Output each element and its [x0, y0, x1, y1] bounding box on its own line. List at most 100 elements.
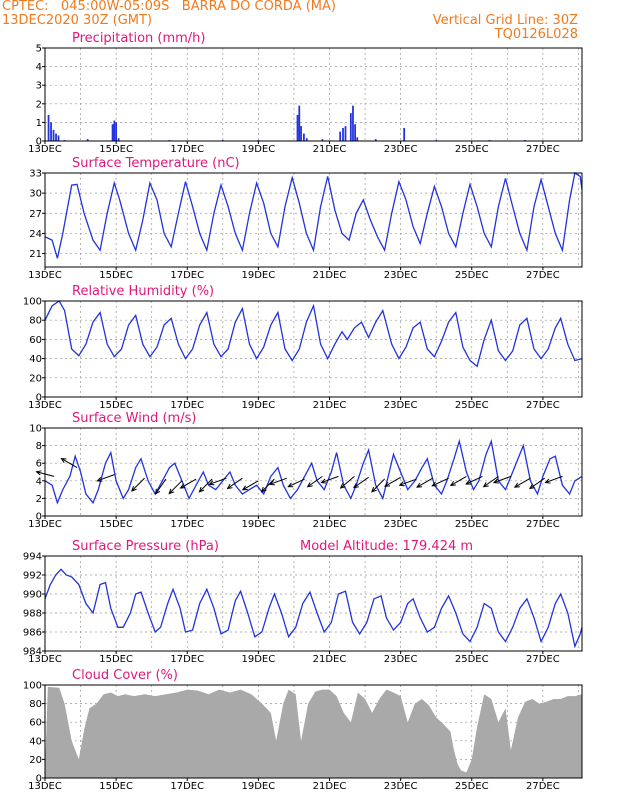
precip-bar — [321, 139, 324, 141]
y-tick-label: 10 — [29, 424, 42, 435]
plot-frame — [44, 47, 583, 142]
x-tick-label: 23DEC — [384, 144, 418, 155]
x-tick-label: 21DEC — [313, 400, 347, 411]
wind-arrow — [321, 475, 339, 484]
panel-title: Surface Wind (m/s) — [72, 411, 196, 426]
precip-bar — [344, 126, 347, 141]
precip-bar — [86, 139, 89, 141]
y-tick-label: 4 — [36, 62, 42, 73]
y-tick-label: 20 — [29, 373, 42, 384]
y-tick-label: 80 — [29, 699, 42, 710]
x-tick-label: 25DEC — [455, 144, 489, 155]
x-tick-label: 13DEC — [28, 144, 62, 155]
chart-panel-5 — [42, 684, 583, 781]
x-tick-label: 27DEC — [526, 519, 560, 530]
y-tick-label: 8 — [36, 441, 42, 452]
y-tick-label: 0 — [36, 393, 42, 404]
y-tick-label: 27 — [29, 209, 42, 220]
header-run-date: 13DEC2020 30Z (GMT) — [2, 13, 153, 28]
precip-bar — [115, 122, 118, 141]
x-tick-label: 15DEC — [99, 519, 133, 530]
x-tick-label: 19DEC — [242, 654, 276, 665]
precip-bar — [303, 133, 305, 141]
x-tick-label: 13DEC — [28, 781, 62, 792]
x-tick-label: 27DEC — [526, 781, 560, 792]
wind-arrow — [288, 478, 305, 488]
x-tick-label: 21DEC — [313, 519, 347, 530]
y-tick-label: 1 — [36, 118, 42, 129]
chart-panel-3 — [35, 427, 583, 519]
x-tick-label: 13DEC — [28, 270, 62, 281]
y-tick-label: 990 — [23, 590, 42, 601]
wind-arrow-head — [544, 478, 551, 484]
wind-arrow-head — [431, 481, 438, 487]
panel-title: Precipitation (mm/h) — [72, 31, 205, 46]
wind-arrow-head — [260, 486, 267, 493]
wind-arrow-head — [513, 482, 520, 488]
wind-arrow — [155, 478, 167, 495]
y-tick-label: 994 — [23, 552, 42, 563]
header-grid-note: Vertical Grid Line: 30Z — [432, 13, 578, 28]
x-tick-label: 17DEC — [170, 781, 204, 792]
panel-title: Cloud Cover (%) — [72, 668, 178, 683]
wind-arrow-head — [339, 483, 346, 489]
wind-arrow-head — [179, 483, 186, 489]
x-tick-label: 27DEC — [526, 270, 560, 281]
x-tick-label: 17DEC — [170, 270, 204, 281]
x-tick-label: 21DEC — [313, 781, 347, 792]
y-tick-label: 100 — [23, 297, 42, 308]
precip-bar — [117, 138, 120, 141]
wind-arrow — [416, 477, 433, 488]
y-tick-label: 24 — [29, 229, 42, 240]
y-tick-label: 100 — [23, 681, 42, 692]
x-tick-label: 23DEC — [384, 400, 418, 411]
header-location: CPTEC: 045:00W-05:09S BARRA DO CORDA (MA… — [2, 0, 336, 14]
wind-arrow — [493, 475, 512, 484]
wind-arrow-head — [384, 481, 391, 487]
plot-frame — [44, 172, 583, 268]
wind-arrow-head — [371, 486, 377, 493]
y-tick-label: 30 — [29, 189, 42, 200]
x-tick-label: 15DEC — [99, 144, 133, 155]
y-tick-label: 40 — [29, 354, 42, 365]
wind-arrow — [353, 476, 369, 489]
wind-arrow — [269, 477, 287, 485]
wind-arrow — [227, 477, 243, 489]
wind-arrow-head — [320, 478, 327, 484]
x-tick-label: 23DEC — [384, 519, 418, 530]
y-tick-label: 2 — [36, 99, 42, 110]
wind-arrow-head — [416, 482, 423, 488]
x-tick-label: 19DEC — [242, 519, 276, 530]
x-tick-label: 23DEC — [384, 781, 418, 792]
wind-arrow-head — [306, 482, 313, 488]
precip-bar — [298, 105, 301, 141]
precip-bar — [296, 114, 299, 141]
x-tick-label: 23DEC — [384, 654, 418, 665]
precip-bar — [47, 114, 50, 141]
wind-arrow — [242, 480, 259, 491]
wind-arrow-head — [60, 458, 67, 464]
plot-frame — [44, 427, 583, 517]
wind-arrow-head — [241, 485, 248, 491]
panel-title: Surface Pressure (hPa) — [72, 539, 219, 554]
x-tick-label: 19DEC — [242, 781, 276, 792]
wind-arrow-head — [287, 482, 294, 488]
precip-bar — [339, 131, 342, 141]
precip-bar — [349, 113, 352, 141]
x-tick-label: 27DEC — [526, 400, 560, 411]
precip-bar — [342, 127, 344, 141]
x-tick-label: 25DEC — [455, 270, 489, 281]
precip-bar — [113, 120, 116, 141]
wind-arrow — [340, 476, 355, 489]
chart-panel-0 — [42, 47, 583, 144]
x-tick-label: 15DEC — [99, 270, 133, 281]
panel-title: Relative Humidity (%) — [72, 284, 214, 299]
precip-bar — [352, 105, 354, 141]
y-tick-label: 33 — [29, 169, 42, 180]
y-tick-label: 0 — [36, 137, 42, 148]
wind-arrow — [371, 478, 385, 493]
wind-arrow — [261, 478, 275, 493]
precip-bar — [305, 138, 308, 141]
x-tick-label: 17DEC — [170, 519, 204, 530]
precip-bar — [374, 139, 377, 141]
